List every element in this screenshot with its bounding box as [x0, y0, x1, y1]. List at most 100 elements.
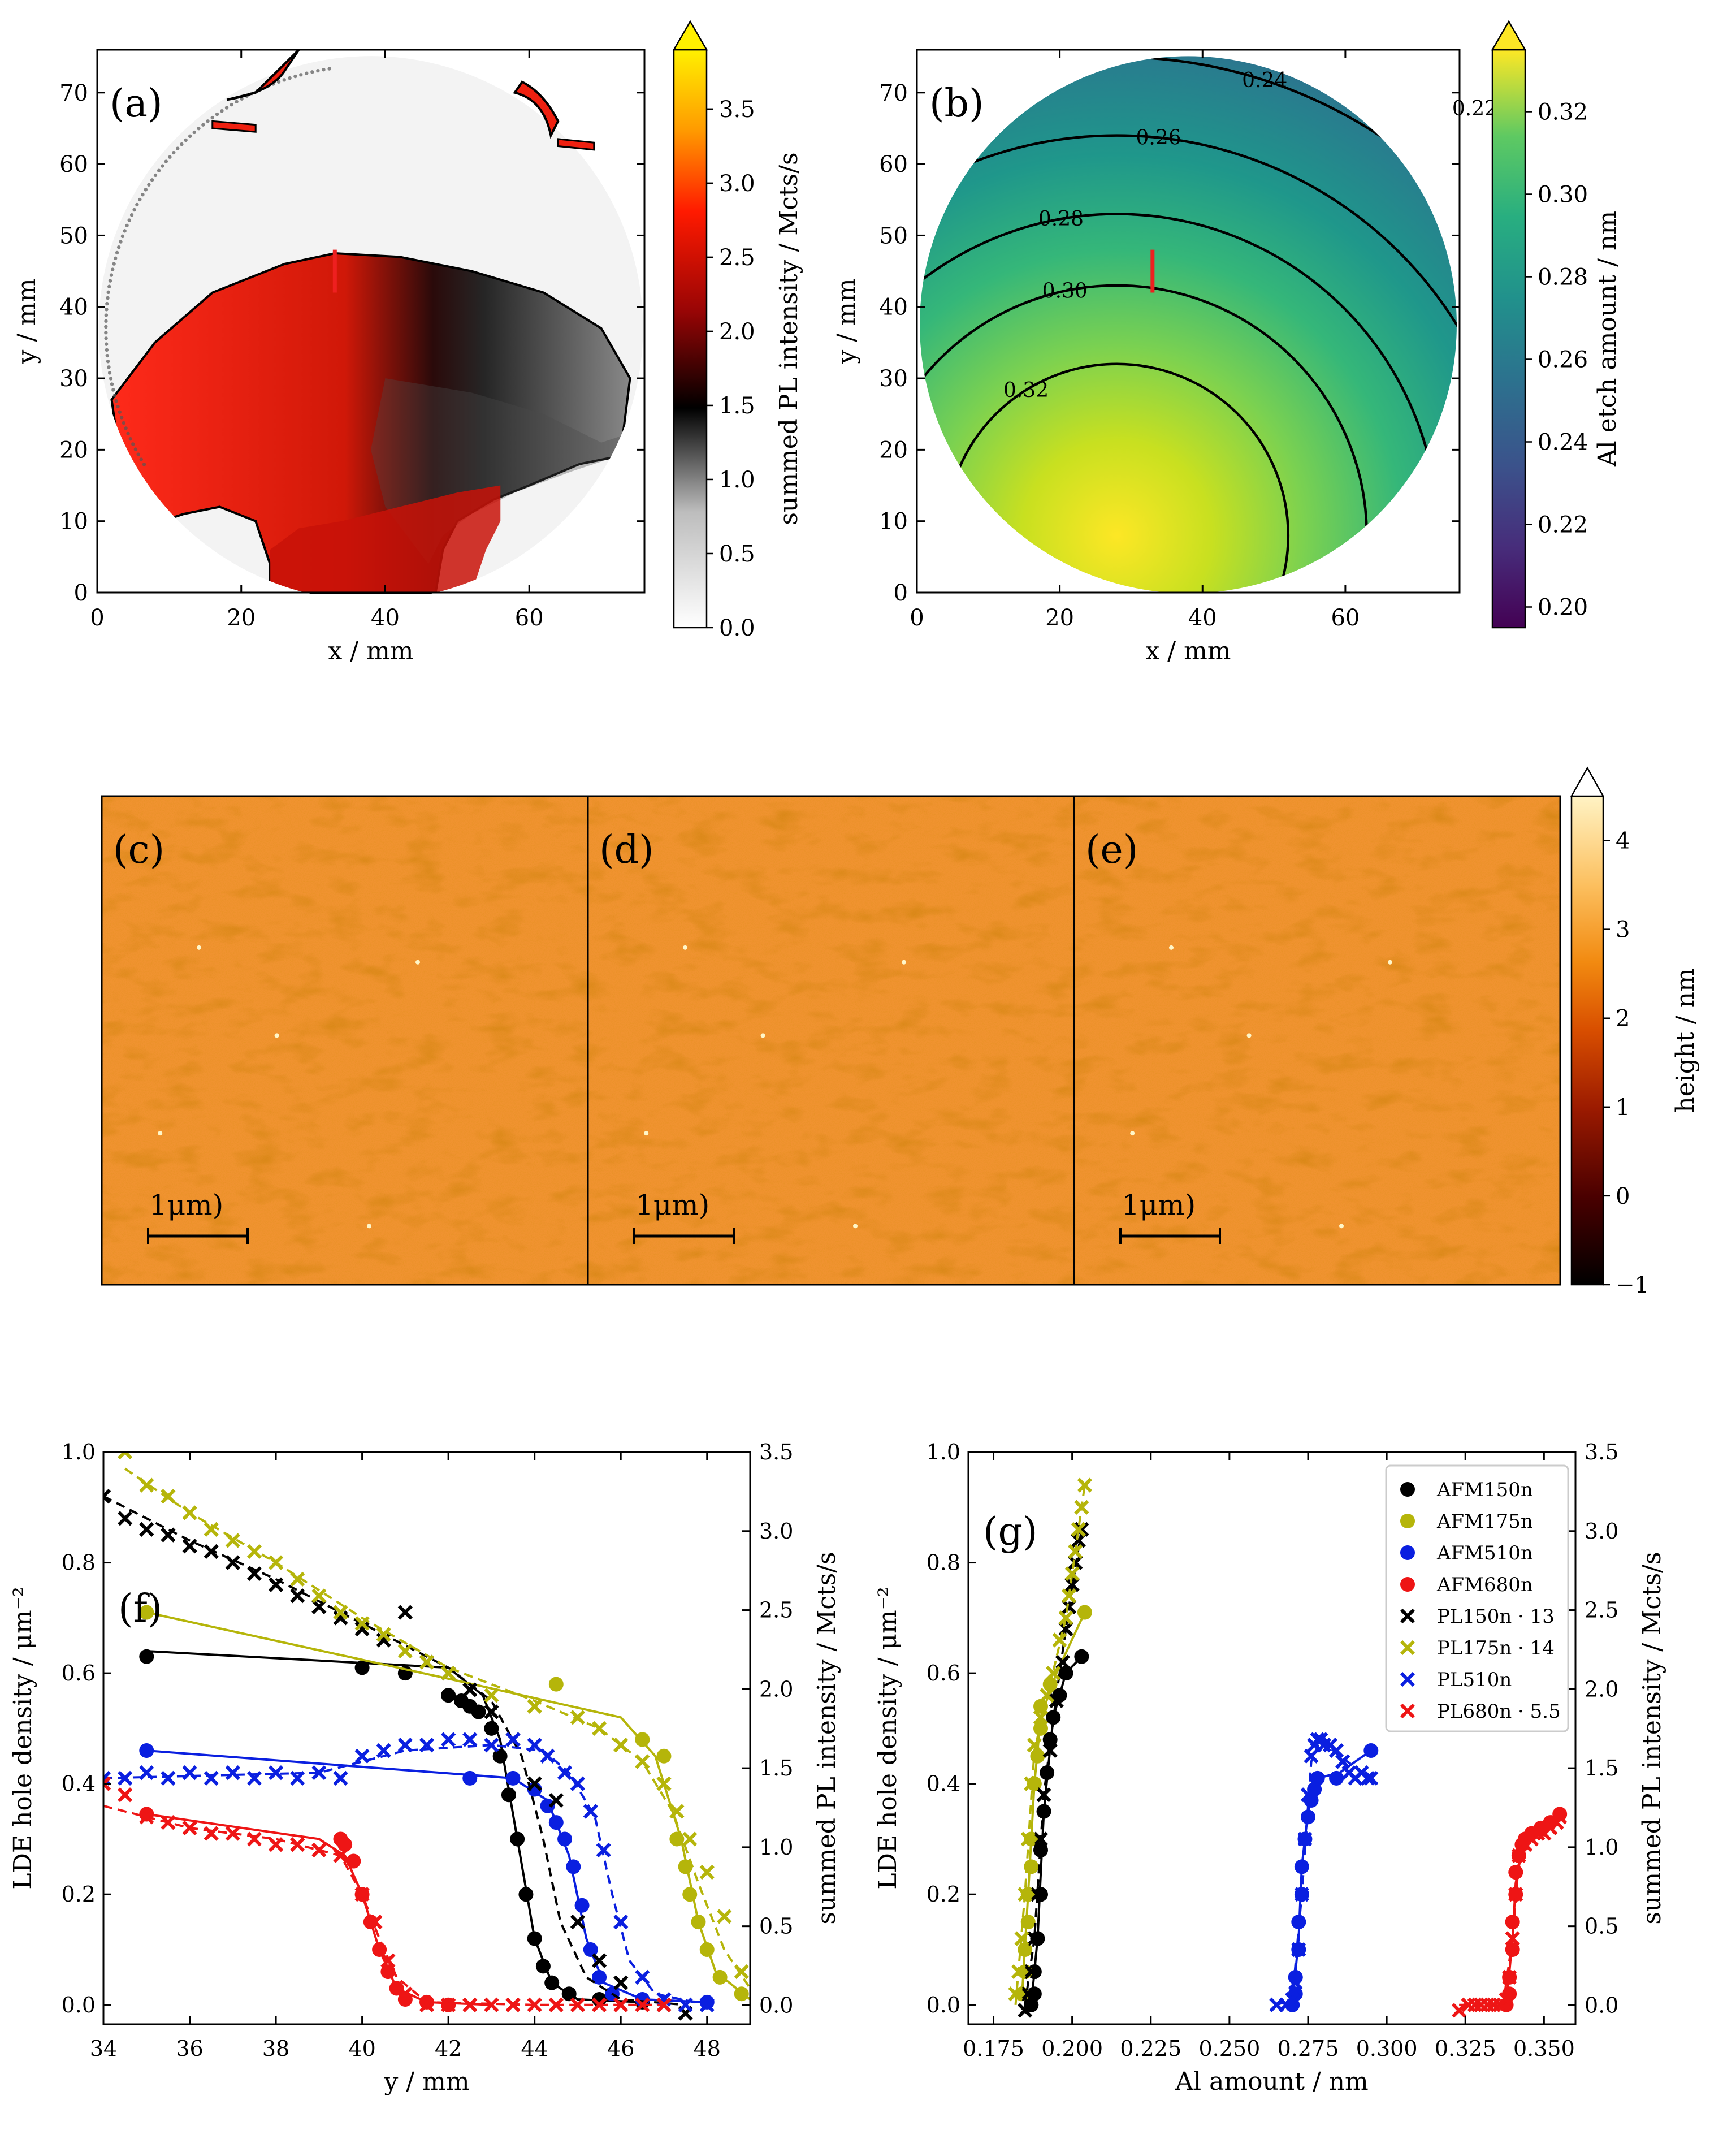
- pl-point: [540, 1748, 555, 1764]
- edge-dot: [164, 159, 168, 163]
- pl-point: [1033, 1831, 1049, 1847]
- pl-point: [527, 1699, 542, 1714]
- fit-line-PL150n-13: [103, 1495, 686, 2006]
- panel-f-right-axis-label: summed PL intensity / Mcts/s: [812, 1552, 841, 1924]
- afm-grain: [588, 796, 1074, 1285]
- edge-dot: [136, 452, 140, 456]
- edge-dot: [316, 68, 320, 73]
- pl-point: [290, 1571, 305, 1587]
- afm-point: [1363, 1743, 1379, 1758]
- panel-b-colorbar-label: Al etch amount / nm: [1593, 211, 1622, 467]
- cde-colorbar-tick-label: 0: [1616, 1183, 1630, 1209]
- pl-point: [225, 1533, 240, 1548]
- g-y-tick-label-right: 2.5: [1585, 1598, 1618, 1623]
- pl-point: [1328, 1743, 1344, 1758]
- pl-point: [717, 1909, 732, 1924]
- pl-point: [182, 1765, 197, 1781]
- afm-point: [712, 1969, 728, 1985]
- g-y-tick-label: 0.2: [927, 1882, 960, 1907]
- pl-point: [591, 1721, 607, 1736]
- f-x-tick-label: 34: [90, 2036, 117, 2061]
- afm-point: [699, 1994, 715, 2010]
- afm-point: [1329, 1770, 1344, 1786]
- edge-dot: [288, 76, 292, 80]
- height-colorbar-label: height / nm: [1671, 968, 1700, 1113]
- panel-g-series: [1008, 1477, 1568, 2018]
- afm-particle: [158, 1131, 163, 1136]
- g-y-tick-label-right: 1.5: [1585, 1756, 1618, 1781]
- pl-point: [268, 1765, 284, 1781]
- edge-dot: [322, 68, 326, 72]
- cde-colorbar-tick-label: 4: [1616, 828, 1630, 854]
- pl-point: [656, 1991, 672, 2007]
- panel-b-colorbar: 0.20 0.22 0.24 0.26 0.28 0.30 0.32: [1491, 20, 1588, 629]
- pl-point: [1046, 1665, 1061, 1681]
- edge-dot: [112, 262, 116, 266]
- edge-dot: [168, 155, 172, 159]
- edge-dot: [107, 371, 112, 375]
- contour-label: 0.28: [1038, 208, 1084, 231]
- g-x-tick-label: 0.300: [1356, 2036, 1418, 2061]
- pl-point: [1068, 1555, 1083, 1570]
- pl-point: [268, 1555, 284, 1570]
- pl-point: [225, 1555, 240, 1570]
- afm-point: [656, 1748, 672, 1764]
- pl-point: [1508, 1887, 1523, 1902]
- pl-point: [333, 1610, 348, 1626]
- pl-point: [204, 1522, 219, 1537]
- pl-point: [548, 1792, 564, 1808]
- a-y-tick-label: 50: [59, 223, 88, 249]
- pl-point: [656, 1997, 672, 2012]
- pl-point: [613, 1914, 629, 1930]
- b-y-tick-label: 50: [879, 223, 908, 249]
- edge-dot: [184, 138, 188, 142]
- a-colorbar-tick-label: 3.0: [719, 171, 755, 197]
- afm-point: [1046, 1710, 1061, 1725]
- pl-point: [397, 1738, 413, 1753]
- panel-g-plot: 0.175 0.200 0.225 0.250 0.275 0.300 0.325 0.350…: [873, 1440, 1666, 2096]
- etch-amount-map: [920, 56, 1457, 593]
- pl-point: [1024, 1776, 1039, 1791]
- legend-label: AFM680n: [1436, 1574, 1533, 1596]
- legend-label: PL510n: [1437, 1669, 1512, 1691]
- f-y-tick-label-right: 2.5: [759, 1598, 793, 1623]
- a-x-tick-label: 20: [227, 605, 256, 631]
- b-colorbar-tick-label: 0.22: [1538, 512, 1588, 538]
- b-x-tick-label: 60: [1331, 605, 1360, 631]
- edge-dot: [293, 74, 297, 79]
- g-y-tick-label: 0.6: [927, 1661, 960, 1686]
- legend-label: PL175n · 14: [1437, 1637, 1555, 1660]
- pl-point: [441, 1732, 456, 1747]
- edge-dot: [147, 183, 151, 187]
- pl-point: [583, 1804, 598, 1819]
- pl-point: [182, 1505, 197, 1520]
- afm-point: [592, 1969, 607, 1985]
- edge-dot: [108, 279, 112, 283]
- g-x-tick-label: 0.250: [1198, 2036, 1260, 2061]
- g-y-tick-label-right: 0.0: [1585, 1993, 1618, 2017]
- edge-dot: [104, 313, 109, 317]
- edge-dot: [110, 267, 115, 271]
- f-y-tick-label: 0.0: [62, 1993, 96, 2017]
- g-x-tick-label: 0.225: [1120, 2036, 1181, 2061]
- pl-point: [1074, 1500, 1089, 1515]
- g-x-tick-label: 0.350: [1513, 2036, 1575, 2061]
- afm-particle: [1130, 1131, 1135, 1136]
- edge-dot: [106, 359, 110, 364]
- panel-a-x-axis-label: x / mm: [328, 637, 413, 666]
- afm-point: [734, 1986, 749, 2002]
- afm-point: [544, 1975, 560, 1990]
- pl-point: [161, 1489, 176, 1504]
- pl-point: [484, 1738, 499, 1753]
- pl-point: [613, 1738, 629, 1753]
- edge-dot: [106, 296, 110, 300]
- pl-point: [1300, 1787, 1316, 1803]
- f-y-tick-label: 0.2: [62, 1882, 96, 1907]
- afm-particle: [683, 945, 687, 950]
- pl-point: [462, 1682, 478, 1697]
- afm-point: [510, 1831, 525, 1847]
- edge-dot: [327, 67, 331, 71]
- pl-point: [139, 1477, 154, 1493]
- panel-f-frame: [102, 1451, 751, 2025]
